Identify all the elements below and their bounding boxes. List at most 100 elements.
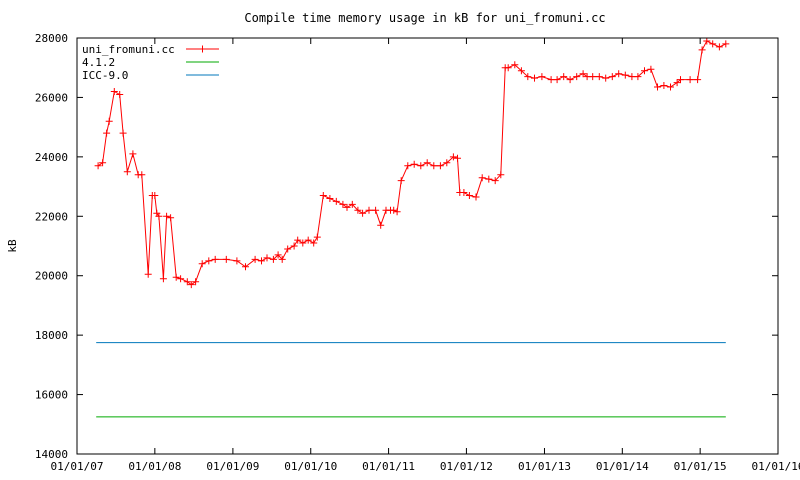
data-point-marker [304,236,312,244]
data-point-marker [443,159,451,167]
data-point-marker [183,278,191,286]
data-point-marker [722,40,730,48]
data-point-marker [698,46,706,54]
data-point-marker [159,275,167,283]
data-point-marker [449,153,457,161]
data-point-marker [715,43,723,51]
data-point-marker [116,91,124,98]
data-point-marker [129,150,137,158]
data-point-marker [339,200,347,208]
data-point-marker [454,154,461,162]
x-tick-label: 01/01/07 [51,460,104,473]
y-tick-label: 26000 [35,91,68,104]
axes-layer: 14000 16000 18000 20000 22000 24000 26000 28000… [35,32,800,473]
data-point-marker [119,129,127,137]
data-point-marker [634,73,642,81]
x-tick-label: 01/01/10 [284,460,337,473]
data-point-marker [123,168,131,176]
data-point-marker [177,275,185,283]
data-point-marker [242,263,249,271]
data-point-marker [284,245,292,253]
x-tick-label: 01/01/09 [206,460,259,473]
data-point-marker [694,76,702,84]
x-tick-label: 01/01/12 [440,460,493,473]
data-point-marker [709,40,717,48]
data-point-marker [673,79,681,87]
y-tick-label: 22000 [35,210,68,223]
data-point-marker [504,64,512,72]
data-point-marker [538,73,546,81]
data-point-marker [251,255,259,263]
data-point-marker [263,254,271,262]
data-point-marker [269,255,277,263]
data-point-marker [205,257,213,265]
data-point-marker [211,255,219,263]
data-point-marker [310,239,318,247]
y-tick-label: 24000 [35,151,68,164]
data-point-marker [222,255,230,263]
data-point-marker [531,74,538,82]
data-point-marker [372,206,380,214]
data-point-marker [579,70,587,78]
data-point-marker [258,257,265,265]
data-point-marker [99,159,107,167]
y-axis-label: kB [6,239,19,253]
data-point-marker [497,171,505,179]
data-point-marker [621,71,629,79]
data-point-marker [478,174,486,182]
data-point-marker [703,37,711,45]
data-point-marker [138,171,146,179]
data-point-marker [667,83,674,91]
data-point-marker [390,206,398,214]
data-point-marker [343,203,351,211]
data-point-marker [192,278,200,286]
data-point-marker [187,281,195,289]
data-point-marker [294,236,302,244]
x-tick-label: 01/01/15 [674,460,727,473]
data-point-marker [595,73,603,81]
data-point-marker [677,76,684,84]
data-point-marker [423,159,431,167]
data-point-marker [686,76,694,84]
data-point-marker [144,270,152,278]
data-point-marker [430,162,438,170]
x-tick-label: 01/01/16 [752,460,800,473]
y-tick-label: 14000 [35,448,68,461]
data-point-marker [365,206,373,214]
data-point-marker [278,255,286,263]
data-point-marker [602,74,610,82]
data-point-marker [511,61,519,69]
x-tick-label: 01/01/14 [596,460,649,473]
data-point-marker [404,162,412,170]
data-point-marker [628,73,636,81]
data-point-marker [151,192,159,199]
data-point-marker [615,70,623,78]
data-point-marker [517,67,525,75]
data-point-marker [172,273,180,281]
data-point-marker [94,162,102,170]
data-point-marker [319,192,327,199]
plot-frame [76,37,779,455]
data-point-marker [547,76,555,84]
data-point-marker [163,212,171,220]
data-point-marker [460,189,468,196]
x-tick-label: 01/01/13 [518,460,571,473]
data-point-marker [660,82,668,89]
y-tick-label: 28000 [35,32,68,45]
x-tick-label: 01/01/11 [362,460,415,473]
data-point-marker [313,233,321,241]
legend-label: uni_fromuni.cc [82,43,175,56]
data-point-marker [233,257,241,265]
data-point-marker [377,221,385,229]
series-layer [94,37,730,418]
data-point-marker [485,175,493,183]
legend-label: 4.1.2 [82,56,115,69]
legend-marker [199,45,206,53]
data-point-marker [566,76,574,84]
data-point-marker [326,195,334,202]
data-point-marker [573,73,581,81]
data-point-marker [332,197,340,205]
data-point-marker [560,73,568,81]
